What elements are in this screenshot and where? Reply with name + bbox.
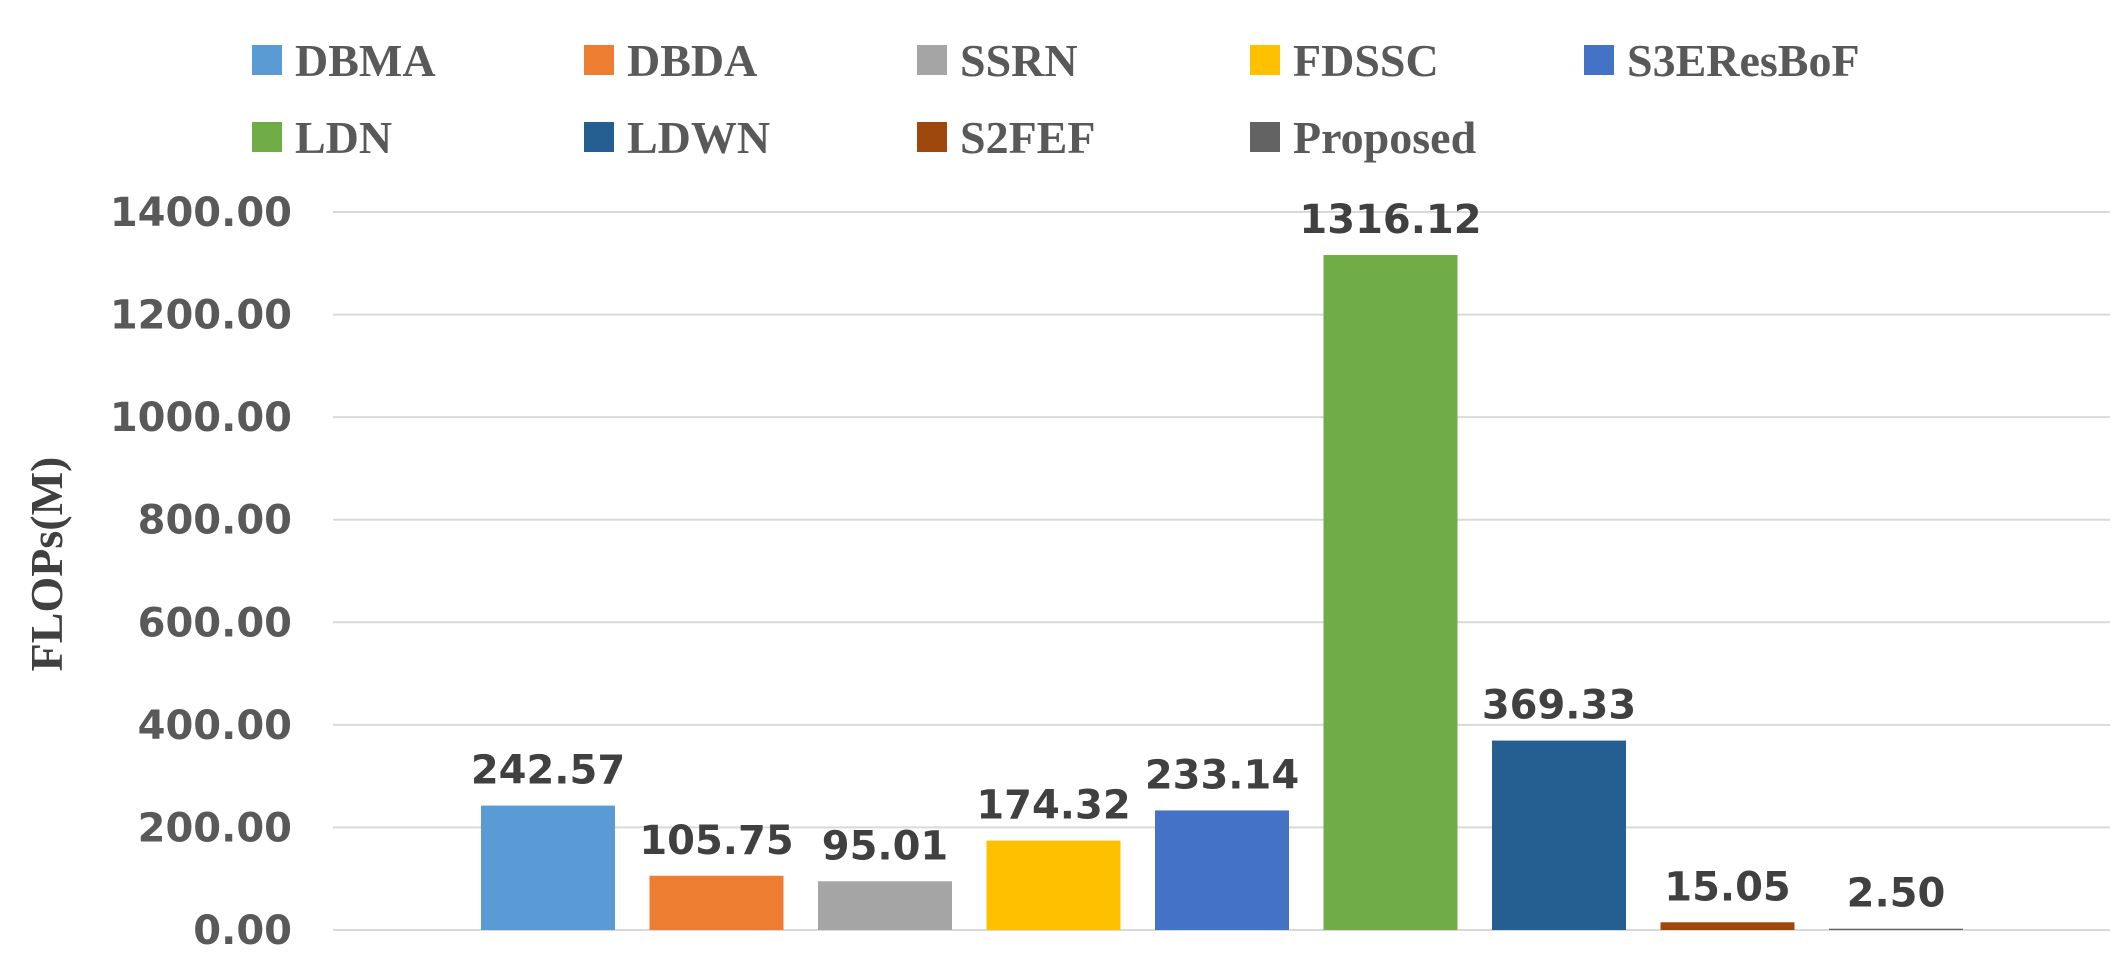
legend-item-proposed: Proposed bbox=[1250, 112, 1477, 163]
bar-proposed bbox=[1829, 928, 1963, 930]
legend-swatch bbox=[1250, 122, 1280, 152]
legend-item-s3eresbof: S3EResBoF bbox=[1584, 35, 1860, 86]
legend-item-ssrn: SSRN bbox=[917, 35, 1078, 86]
legend-label: LDN bbox=[295, 112, 392, 163]
legend-label: Proposed bbox=[1293, 112, 1477, 163]
legend-swatch bbox=[252, 122, 282, 152]
legend-label: DBMA bbox=[295, 35, 436, 86]
legend-swatch bbox=[1250, 45, 1280, 75]
legend-item-s2fef: S2FEF bbox=[917, 112, 1095, 163]
legend-swatch bbox=[917, 122, 947, 152]
data-label-fdssc: 174.32 bbox=[976, 783, 1130, 829]
legend-item-fdssc: FDSSC bbox=[1250, 35, 1439, 86]
bars bbox=[481, 255, 1963, 931]
bar-s2fef bbox=[1660, 922, 1795, 930]
legend-label: S3EResBoF bbox=[1627, 35, 1860, 86]
data-label-ldwn: 369.33 bbox=[1482, 683, 1636, 729]
legend-item-dbda: DBDA bbox=[584, 35, 757, 86]
bar-ssrn bbox=[818, 881, 952, 930]
y-tick-label: 800.00 bbox=[138, 498, 292, 544]
bar-s3eresbof bbox=[1155, 810, 1289, 930]
y-tick-label: 200.00 bbox=[138, 805, 292, 851]
legend-swatch bbox=[1584, 45, 1614, 75]
legend-swatch bbox=[252, 45, 282, 75]
data-label-s2fef: 15.05 bbox=[1664, 864, 1791, 910]
legend-label: LDWN bbox=[627, 112, 770, 163]
y-tick-label: 1000.00 bbox=[110, 395, 292, 441]
legend-label: DBDA bbox=[627, 35, 757, 86]
legend-swatch bbox=[584, 45, 614, 75]
y-tick-label: 0.00 bbox=[193, 908, 292, 954]
data-labels: 242.57 105.75 95.01 174.32 233.14 1316.12 369.… bbox=[471, 197, 1946, 917]
legend-item-ldwn: LDWN bbox=[584, 112, 770, 163]
y-axis-ticks: 0.00 200.00 400.00 600.00 800.00 1000.00 1200.… bbox=[110, 190, 292, 954]
legend-swatch bbox=[917, 45, 947, 75]
y-tick-label: 600.00 bbox=[138, 600, 292, 646]
y-tick-label: 400.00 bbox=[138, 703, 292, 749]
bar-ldn bbox=[1323, 255, 1458, 931]
data-label-ssrn: 95.01 bbox=[822, 823, 949, 869]
bar-fdssc bbox=[986, 840, 1121, 930]
data-label-dbma: 242.57 bbox=[471, 748, 625, 794]
legend-label: SSRN bbox=[960, 35, 1078, 86]
bar-dbma bbox=[481, 805, 615, 930]
legend-label: S2FEF bbox=[960, 112, 1095, 163]
bar-dbda bbox=[649, 875, 784, 930]
data-label-ldn: 1316.12 bbox=[1299, 197, 1481, 243]
legend-item-dbma: DBMA bbox=[252, 35, 436, 86]
y-tick-label: 1400.00 bbox=[110, 190, 292, 236]
y-axis-title: FLOPs(M) bbox=[21, 457, 72, 672]
bar-ldwn bbox=[1492, 740, 1626, 930]
data-label-proposed: 2.50 bbox=[1847, 871, 1946, 917]
y-tick-label: 1200.00 bbox=[110, 293, 292, 339]
legend-item-ldn: LDN bbox=[252, 112, 392, 163]
gridlines bbox=[333, 211, 2110, 931]
legend-label: FDSSC bbox=[1293, 35, 1439, 86]
legend-swatch bbox=[584, 122, 614, 152]
data-label-s3eresbof: 233.14 bbox=[1145, 752, 1299, 798]
data-label-dbda: 105.75 bbox=[639, 818, 793, 864]
legend: DBMA DBDA SSRN FDSSC S3EResBoF LDN LDWN S2FEF Pr… bbox=[252, 35, 1860, 163]
